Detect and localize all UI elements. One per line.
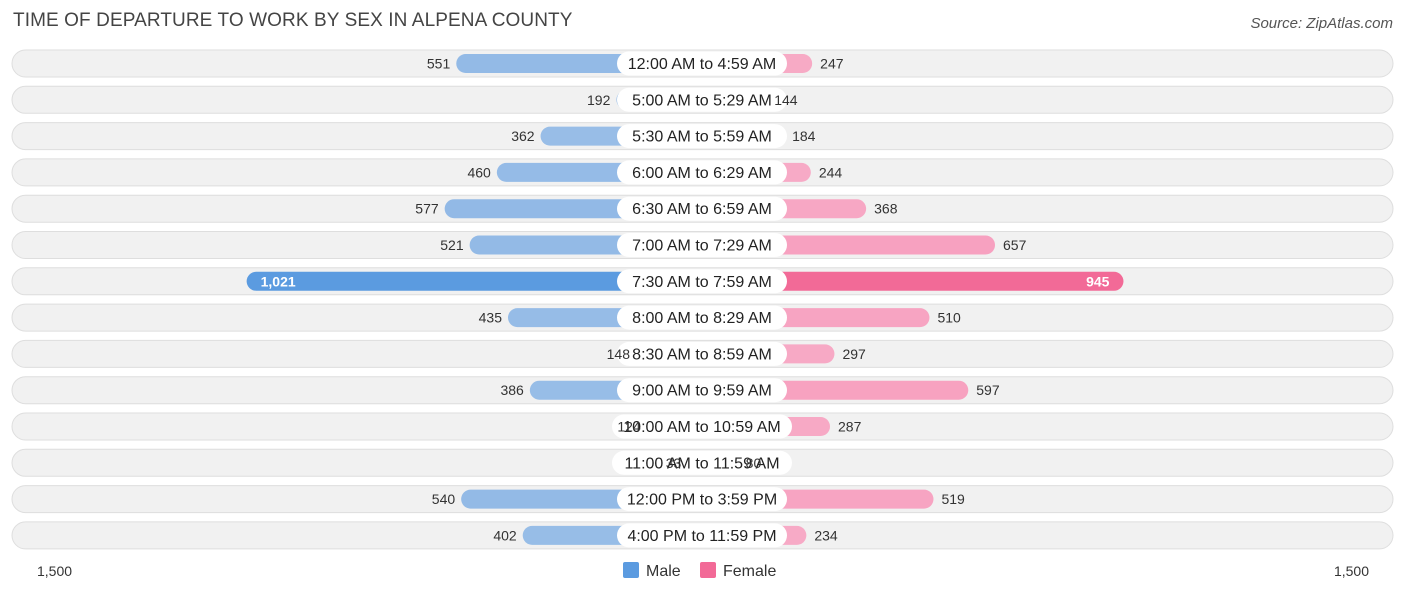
category-label-bg <box>617 87 787 112</box>
category-label-bg <box>617 196 787 221</box>
female-value-label: 247 <box>820 56 844 72</box>
legend-male-label: Male <box>646 563 681 580</box>
axis-label-right: 1,500 <box>1334 563 1369 579</box>
chart-source: Source: ZipAtlas.com <box>1250 15 1393 32</box>
female-value-label: 945 <box>1086 273 1110 289</box>
male-value-label: 460 <box>467 164 491 180</box>
category-label-bg <box>617 487 787 512</box>
category-label: 12:00 AM to 4:59 AM <box>628 56 777 73</box>
chart-title: TIME OF DEPARTURE TO WORK BY SEX IN ALPE… <box>13 10 573 31</box>
female-value-label: 244 <box>819 164 843 180</box>
category-label: 4:00 PM to 11:59 PM <box>627 528 776 545</box>
category-label-bg <box>617 269 787 294</box>
male-value-label: 33 <box>666 455 682 471</box>
male-value-label: 1,021 <box>261 273 296 289</box>
male-value-label: 521 <box>440 237 464 253</box>
legend-female-label: Female <box>723 563 776 580</box>
category-label: 6:00 AM to 6:29 AM <box>632 165 772 182</box>
female-value-label: 287 <box>838 419 862 435</box>
legend-male-swatch <box>623 562 639 578</box>
legend-female-swatch <box>700 562 716 578</box>
category-label: 8:00 AM to 8:29 AM <box>632 310 772 327</box>
category-label-bg <box>612 414 792 439</box>
category-label: 10:00 AM to 10:59 AM <box>623 419 780 436</box>
male-value-label: 386 <box>500 382 524 398</box>
male-value-label: 577 <box>415 201 439 217</box>
category-label: 5:30 AM to 5:59 AM <box>632 129 772 146</box>
male-value-label: 124 <box>617 419 641 435</box>
category-label-bg <box>617 305 787 330</box>
female-value-label: 657 <box>1003 237 1027 253</box>
category-label: 5:00 AM to 5:29 AM <box>632 92 772 109</box>
category-label: 7:00 AM to 7:29 AM <box>632 238 772 255</box>
female-value-label: 368 <box>874 201 898 217</box>
female-bar <box>692 271 1124 291</box>
male-value-label: 192 <box>587 92 611 108</box>
category-label-bg <box>617 124 787 149</box>
male-value-label: 435 <box>479 310 503 326</box>
male-value-label: 362 <box>511 128 535 144</box>
male-value-label: 551 <box>427 56 451 72</box>
category-label-bg <box>617 160 787 185</box>
category-label-bg <box>617 233 787 257</box>
category-label-bg <box>617 523 787 548</box>
male-value-label: 402 <box>493 527 517 543</box>
male-bar <box>246 271 712 291</box>
female-value-label: 297 <box>842 346 866 362</box>
female-value-label: 510 <box>937 310 961 326</box>
category-label-bg <box>612 450 792 475</box>
category-label: 12:00 PM to 3:59 PM <box>627 492 777 509</box>
male-value-label: 540 <box>432 491 456 507</box>
female-value-label: 184 <box>792 128 816 144</box>
category-label: 6:30 AM to 6:59 AM <box>632 201 772 218</box>
male-value-label: 148 <box>607 346 631 362</box>
female-value-label: 234 <box>814 527 838 543</box>
female-value-label: 519 <box>941 491 965 507</box>
female-value-label: 597 <box>976 382 1000 398</box>
axis-label-left: 1,500 <box>37 563 72 579</box>
category-label-bg <box>617 378 787 403</box>
female-value-label: 144 <box>774 92 798 108</box>
category-label: 9:00 AM to 9:59 AM <box>632 383 772 400</box>
female-value-label: 80 <box>746 455 762 471</box>
category-label: 7:30 AM to 7:59 AM <box>632 274 772 291</box>
category-label-bg <box>617 341 787 366</box>
category-label: 8:30 AM to 8:59 AM <box>632 346 772 363</box>
category-label-bg <box>617 51 787 76</box>
category-label: 11:00 AM to 11:59 AM <box>624 455 779 472</box>
